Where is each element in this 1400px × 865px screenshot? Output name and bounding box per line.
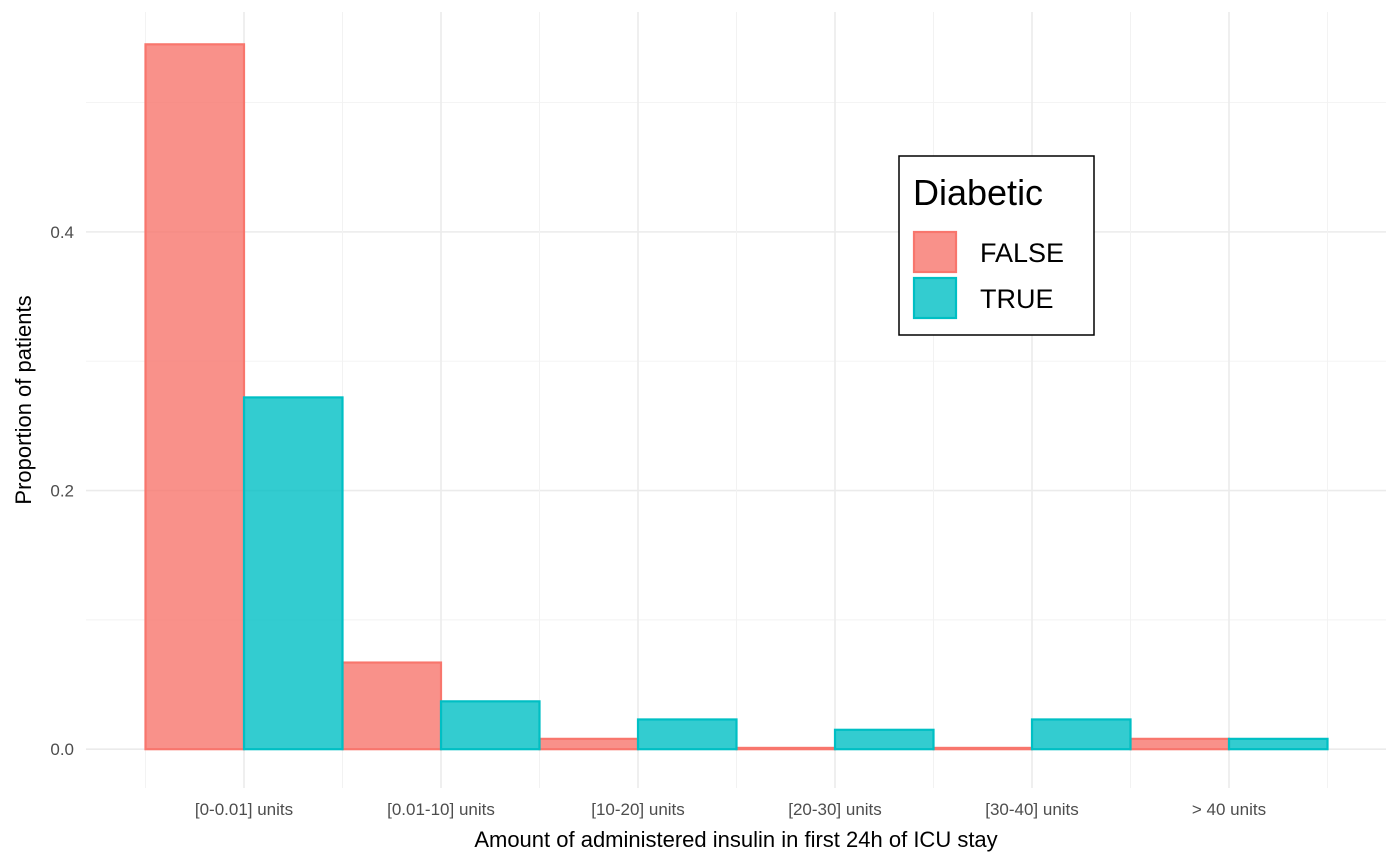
bar-false-4 — [932, 746, 1034, 751]
x-tick-label: > 40 units — [1192, 800, 1266, 819]
legend-label-true: TRUE — [980, 284, 1054, 314]
bar-false-0 — [144, 43, 246, 751]
x-axis: [0-0.01] units [0.01-10] units [10-20] uni… — [195, 800, 1266, 819]
x-tick-label: [20-30] units — [788, 800, 882, 819]
bar-true-3 — [833, 728, 935, 751]
y-tick-label: 0.0 — [50, 740, 74, 759]
legend-swatch-false — [912, 230, 958, 274]
bar-true-4 — [1030, 718, 1132, 751]
legend-swatch-true — [912, 276, 958, 320]
bar-false-3 — [735, 746, 837, 751]
bar-false-5 — [1129, 737, 1231, 751]
x-tick-label: [10-20] units — [591, 800, 685, 819]
legend: Diabetic FALSE TRUE — [898, 155, 1095, 336]
bar-false-1 — [341, 661, 443, 751]
legend-label-false: FALSE — [980, 238, 1064, 268]
x-tick-label: [30-40] units — [985, 800, 1079, 819]
y-axis: 0.0 0.2 0.4 — [50, 223, 74, 759]
y-tick-label: 0.4 — [50, 223, 74, 242]
legend-items: FALSE TRUE — [912, 230, 1064, 320]
x-tick-label: [0.01-10] units — [387, 800, 495, 819]
legend-title: Diabetic — [913, 172, 1043, 213]
bar-false-2 — [538, 737, 640, 751]
grid — [86, 12, 1386, 788]
y-tick-label: 0.2 — [50, 482, 74, 501]
y-axis-title: Proportion of patients — [11, 295, 36, 504]
bar-true-2 — [636, 718, 738, 751]
bar-true-0 — [242, 396, 344, 751]
x-axis-title: Amount of administered insulin in first … — [474, 827, 997, 852]
bar-true-5 — [1227, 737, 1329, 751]
bar-true-1 — [439, 700, 541, 751]
bars — [144, 43, 1329, 751]
x-tick-label: [0-0.01] units — [195, 800, 293, 819]
